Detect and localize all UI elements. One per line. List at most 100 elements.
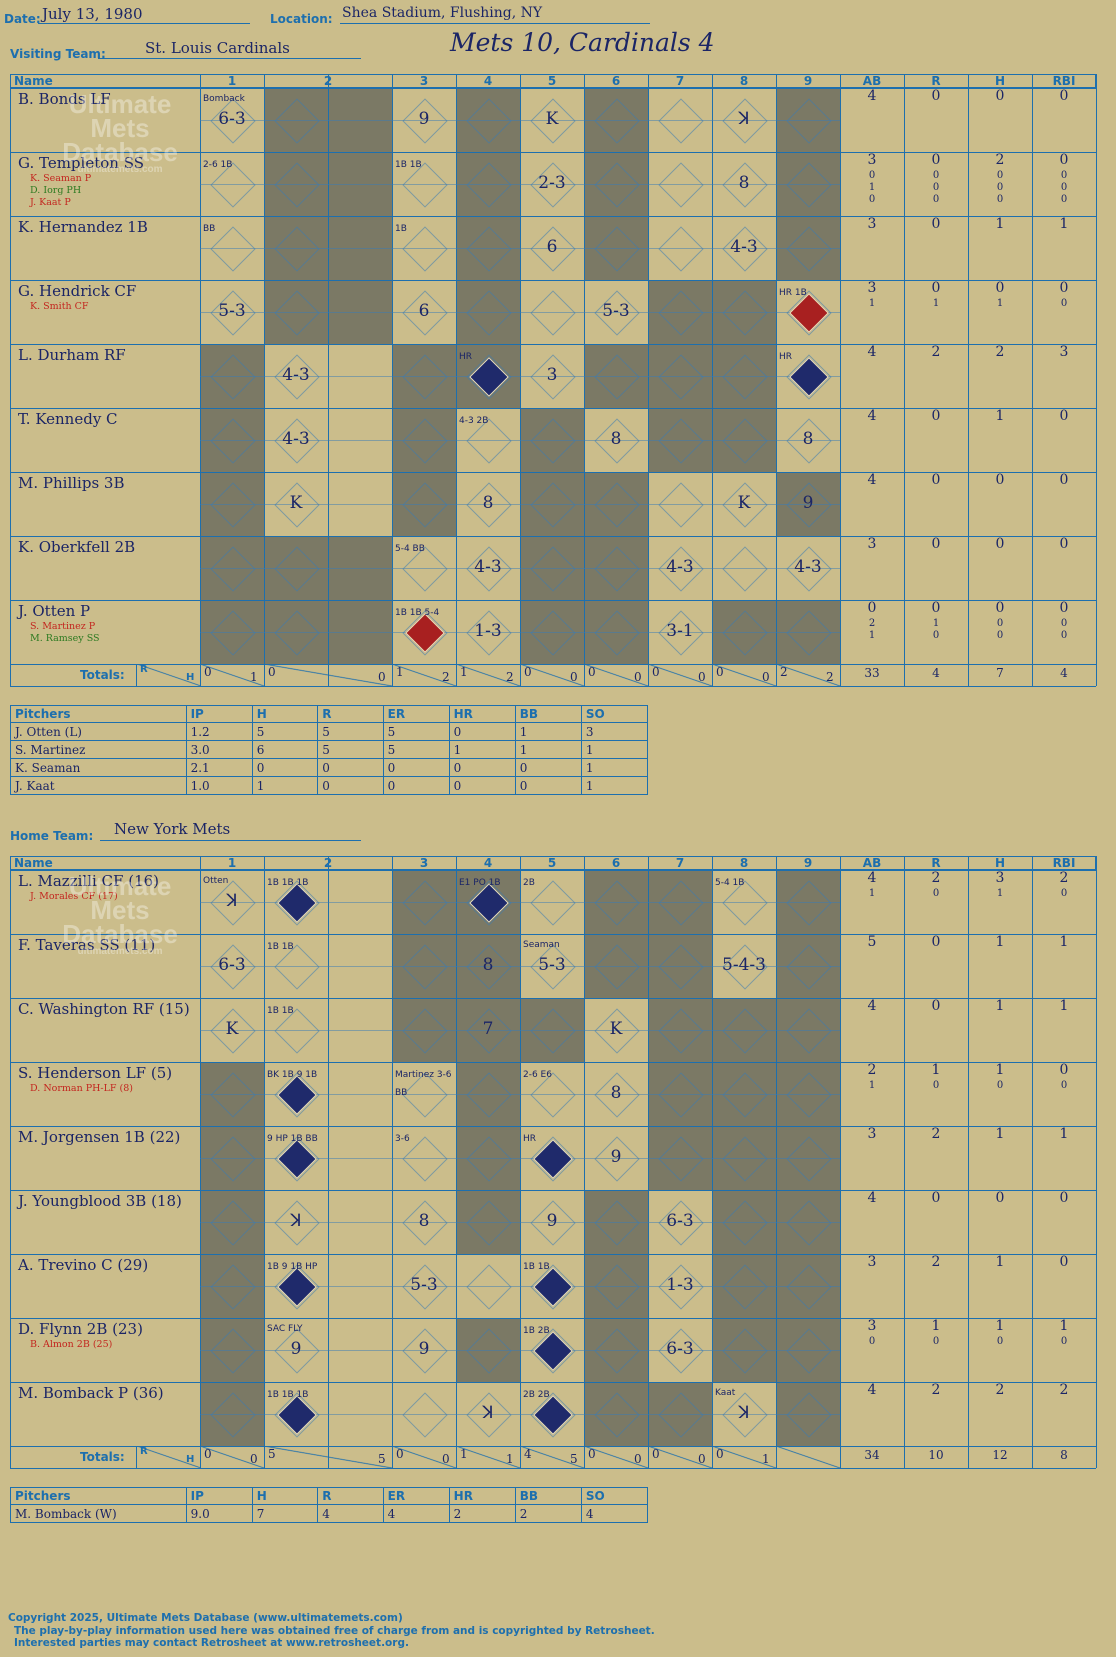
- play-result: 9: [546, 1211, 558, 1231]
- inning-hits: 2: [506, 670, 514, 684]
- play-result: 1-3: [666, 1275, 694, 1295]
- diamond-icon: [402, 1392, 448, 1438]
- grid-line: [776, 74, 777, 686]
- grid-line: [200, 120, 840, 121]
- batter-stat: 0: [932, 1336, 940, 1347]
- play-note: 2-6 E6: [523, 1070, 552, 1080]
- batter-stat: 0: [996, 182, 1004, 193]
- inning-runs: 0: [204, 1447, 212, 1461]
- inning-total-box: [712, 1446, 776, 1468]
- play-result: 5-3: [218, 301, 246, 321]
- play-note: BK 1B 9 1B: [267, 1070, 318, 1080]
- pitcher-stat: 1: [448, 740, 516, 759]
- grid-line: [584, 856, 585, 1468]
- inning-hits: 0: [634, 1452, 642, 1466]
- play-result: 3-1: [666, 621, 694, 641]
- inning-total-box: [648, 664, 712, 686]
- inning-total-box: [584, 1446, 648, 1468]
- batter-stat: 3: [867, 1254, 877, 1270]
- batter-stat: 2: [995, 344, 1005, 360]
- grid-line: [648, 856, 649, 1468]
- grid-line: [200, 966, 840, 967]
- batter-name: J. Youngblood 3B (18): [18, 1192, 182, 1210]
- pitcher-name: M. Bomback (W): [10, 1504, 187, 1523]
- pitcher-name: K. Seaman: [10, 758, 187, 777]
- grid-line: [328, 856, 329, 1468]
- batter-stat: 1: [996, 298, 1004, 309]
- batter-stat: 0: [1060, 1336, 1068, 1347]
- play-result: 4-3: [282, 429, 310, 449]
- pitchers-column-header: SO: [580, 1487, 649, 1505]
- total-stat: 4: [1060, 666, 1068, 680]
- rh-box: [136, 1446, 201, 1468]
- play-note: 1B 1B: [523, 1262, 550, 1272]
- footer-contact: Interested parties may contact Retroshee…: [14, 1637, 409, 1649]
- batter-stat: 1: [995, 1318, 1005, 1334]
- play-result: ꓘ: [290, 1211, 302, 1231]
- batter-stat: 4: [867, 870, 877, 886]
- inning-header: 3: [419, 74, 429, 88]
- game-title: Mets 10, Cardinals 4: [450, 28, 715, 57]
- batter-stat: 3: [867, 536, 877, 552]
- inning-header: 5: [547, 74, 557, 88]
- pitcher-stat: 1: [580, 740, 649, 759]
- home-underline: [100, 840, 361, 841]
- batter-name: T. Kennedy C: [18, 410, 118, 428]
- play-note: 2B 2B: [523, 1390, 550, 1400]
- grid-line: [264, 856, 265, 1468]
- batter-stat: 0: [931, 998, 941, 1014]
- inning-hits: 0: [698, 670, 706, 684]
- play-note: Otten: [203, 876, 229, 886]
- batter-stat: 0: [931, 216, 941, 232]
- inning-total-box: [264, 1446, 392, 1468]
- inning-total-box: [520, 1446, 584, 1468]
- grid-line: [904, 856, 905, 1468]
- batter-stat: 0: [931, 88, 941, 104]
- play-result: 9: [418, 109, 430, 129]
- watermark-logo: Ultimate Mets Database ultimatemets.com: [62, 89, 178, 175]
- date-value: July 13, 1980: [42, 5, 143, 23]
- play-note: 1B: [395, 224, 407, 234]
- play-result: 6: [546, 237, 558, 257]
- total-stat: 34: [864, 1448, 880, 1462]
- play-result: K: [545, 109, 559, 129]
- batter-stat: 4: [867, 88, 877, 104]
- stat-header: RBI: [1052, 856, 1076, 870]
- batter-stat: 1: [995, 998, 1005, 1014]
- substitute-name: D. Iorg PH: [30, 185, 82, 196]
- grid-line: [1096, 74, 1097, 686]
- batter-stat: 0: [1059, 152, 1069, 168]
- grid-line: [10, 998, 1096, 999]
- grid-line: [10, 1062, 1096, 1063]
- batter-name: M. Bomback P (36): [18, 1384, 164, 1402]
- substitute-name: D. Norman PH-LF (8): [30, 1083, 133, 1094]
- play-result: K: [609, 1019, 623, 1039]
- batter-name: J. Otten P: [18, 602, 91, 620]
- batter-stat: 1: [932, 618, 940, 629]
- batter-stat: 1: [995, 1254, 1005, 1270]
- batter-stat: 0: [868, 1336, 876, 1347]
- batter-stat: 1: [868, 298, 876, 309]
- batter-name: C. Washington RF (15): [18, 1000, 190, 1018]
- grid-line: [456, 856, 457, 1468]
- substitute-name: K. Seaman P: [30, 173, 92, 184]
- grid-line: [200, 312, 840, 313]
- pitcher-stat: 1: [580, 758, 649, 777]
- batter-stat: 3: [867, 1318, 877, 1334]
- play-result: 6-3: [666, 1339, 694, 1359]
- batter-stat: 2: [931, 1126, 941, 1142]
- grid-line: [10, 472, 1096, 473]
- pitcher-stat: 1: [514, 740, 582, 759]
- batter-stat: 1: [931, 1062, 941, 1078]
- diamond-icon: [658, 482, 704, 528]
- grid-line: [200, 1286, 840, 1287]
- pitchers-column-header: IP: [185, 1487, 253, 1505]
- totals-label: Totals:: [80, 668, 125, 682]
- batter-stat: 1: [932, 298, 940, 309]
- play-result: 9: [610, 1147, 622, 1167]
- grid-line: [200, 1158, 840, 1159]
- batter-stat: 1: [995, 408, 1005, 424]
- pitchers-column-header: Pitchers: [10, 1487, 187, 1505]
- name-column-header: Name: [14, 74, 53, 88]
- grid-line: [10, 344, 1096, 345]
